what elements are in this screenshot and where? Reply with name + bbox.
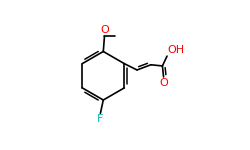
Text: O: O bbox=[159, 78, 168, 88]
Text: O: O bbox=[100, 25, 109, 35]
Text: F: F bbox=[97, 114, 103, 124]
Text: OH: OH bbox=[168, 45, 185, 55]
